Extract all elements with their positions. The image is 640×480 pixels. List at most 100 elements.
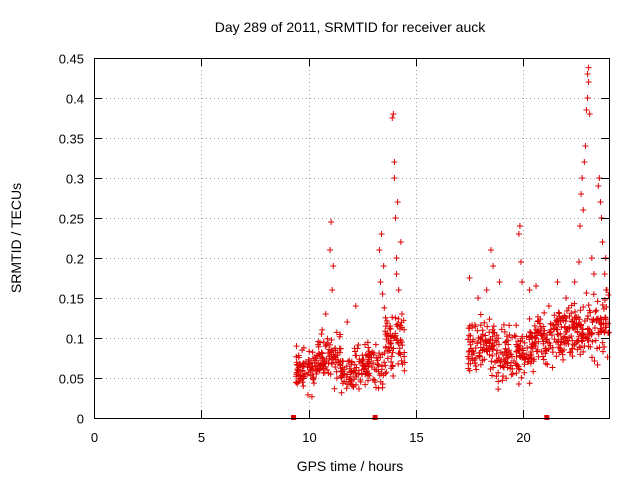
data-point bbox=[300, 360, 307, 367]
data-point bbox=[361, 341, 368, 348]
data-point bbox=[375, 362, 382, 369]
data-point bbox=[565, 341, 572, 348]
data-point bbox=[495, 335, 502, 342]
data-point bbox=[332, 356, 339, 363]
data-point bbox=[581, 318, 588, 325]
data-point bbox=[595, 329, 602, 336]
data-point bbox=[293, 379, 300, 386]
data-point bbox=[601, 271, 608, 277]
data-point bbox=[595, 183, 602, 189]
data-point bbox=[557, 330, 564, 337]
data-point bbox=[574, 338, 581, 345]
data-point bbox=[472, 344, 479, 351]
data-point bbox=[557, 318, 564, 325]
data-point bbox=[318, 331, 325, 337]
data-point bbox=[300, 373, 307, 380]
data-point bbox=[590, 316, 597, 323]
data-point bbox=[376, 350, 383, 357]
data-point bbox=[320, 339, 327, 346]
data-point bbox=[296, 361, 303, 368]
data-point bbox=[531, 356, 538, 363]
data-point bbox=[488, 358, 495, 365]
data-point bbox=[315, 360, 322, 367]
y-tick-label: 0.3 bbox=[66, 172, 84, 187]
data-point bbox=[589, 354, 596, 361]
data-point bbox=[395, 315, 402, 322]
data-point bbox=[483, 287, 490, 293]
data-point bbox=[401, 359, 408, 366]
data-point bbox=[599, 339, 606, 346]
data-point bbox=[602, 324, 609, 331]
data-point bbox=[473, 366, 480, 373]
data-point bbox=[310, 374, 317, 381]
data-point bbox=[602, 314, 609, 321]
data-point bbox=[560, 356, 567, 363]
y-tick-label: 0.15 bbox=[59, 292, 84, 307]
data-point bbox=[587, 330, 594, 337]
data-point bbox=[499, 373, 506, 380]
data-point bbox=[575, 320, 582, 327]
data-point bbox=[553, 353, 560, 360]
data-point bbox=[603, 287, 610, 293]
data-point bbox=[337, 345, 344, 352]
data-point bbox=[338, 389, 345, 396]
data-point bbox=[326, 355, 333, 362]
data-point bbox=[390, 372, 397, 379]
data-point bbox=[580, 304, 587, 311]
data-point bbox=[298, 377, 304, 384]
data-point bbox=[519, 279, 526, 285]
data-point bbox=[392, 314, 399, 321]
data-point bbox=[566, 313, 573, 320]
data-point bbox=[308, 393, 315, 400]
data-point bbox=[502, 345, 509, 352]
data-point bbox=[466, 339, 473, 346]
data-point bbox=[359, 357, 366, 364]
data-point bbox=[570, 341, 577, 348]
data-point bbox=[486, 316, 493, 323]
data-point bbox=[563, 295, 570, 301]
data-point bbox=[593, 307, 600, 314]
data-point bbox=[576, 316, 583, 323]
data-point bbox=[389, 349, 396, 356]
data-point bbox=[339, 370, 346, 377]
data-point bbox=[499, 377, 506, 384]
data-point bbox=[531, 340, 538, 347]
data-point bbox=[526, 380, 533, 387]
plot-frame bbox=[94, 58, 610, 419]
data-point bbox=[508, 371, 515, 378]
data-point bbox=[576, 343, 583, 350]
data-point bbox=[600, 305, 607, 312]
data-point bbox=[386, 325, 393, 332]
data-point bbox=[513, 362, 520, 369]
data-point bbox=[293, 371, 300, 378]
data-point bbox=[305, 361, 312, 368]
data-point bbox=[468, 351, 475, 358]
data-point bbox=[525, 354, 532, 361]
data-point bbox=[559, 348, 566, 355]
data-point bbox=[370, 376, 377, 383]
data-point bbox=[481, 319, 488, 326]
data-point bbox=[568, 310, 575, 317]
data-point bbox=[401, 326, 408, 333]
data-point bbox=[484, 323, 491, 330]
data-point bbox=[373, 384, 379, 391]
data-point bbox=[501, 358, 508, 365]
data-point bbox=[557, 341, 564, 348]
data-point bbox=[466, 367, 473, 374]
data-point bbox=[475, 334, 482, 341]
data-point bbox=[540, 338, 547, 345]
data-point bbox=[585, 343, 592, 350]
data-point bbox=[503, 352, 510, 359]
data-point bbox=[585, 64, 592, 71]
data-point bbox=[584, 71, 591, 77]
data-point bbox=[489, 372, 496, 379]
data-point bbox=[581, 159, 588, 165]
data-point bbox=[379, 381, 386, 388]
data-point bbox=[343, 363, 350, 370]
data-point bbox=[567, 349, 574, 356]
y-tick-label: 0.25 bbox=[59, 212, 84, 227]
data-point bbox=[327, 247, 334, 253]
data-point bbox=[562, 328, 569, 335]
data-point bbox=[487, 247, 494, 253]
data-point bbox=[511, 332, 518, 339]
